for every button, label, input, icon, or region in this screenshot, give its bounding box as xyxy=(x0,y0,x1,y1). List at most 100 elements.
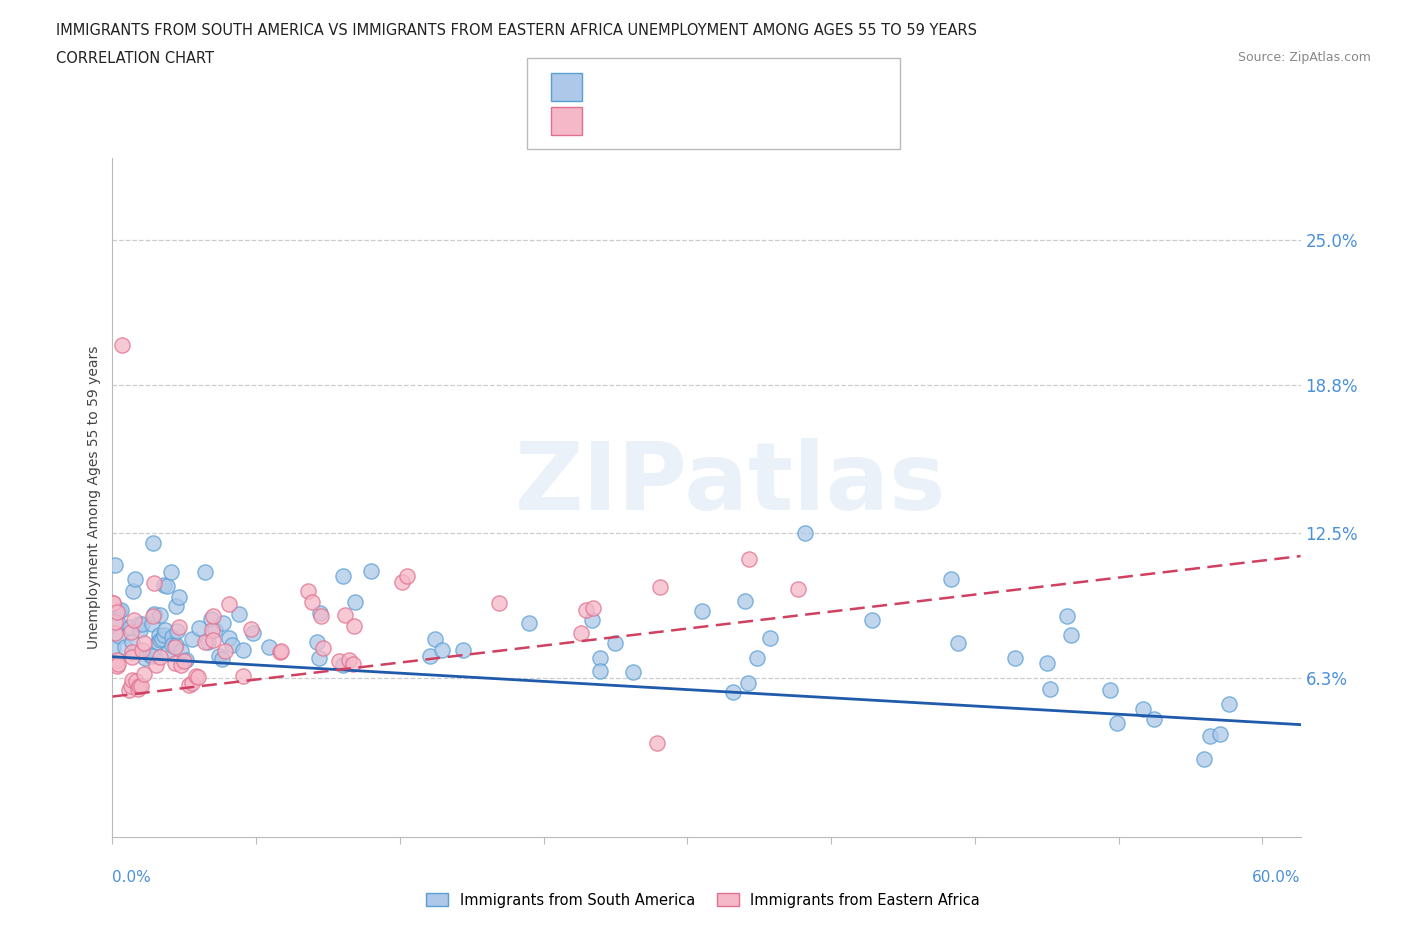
Point xyxy=(184,669,207,684)
Point xyxy=(1039,682,1062,697)
Point xyxy=(121,635,143,650)
Point xyxy=(149,607,172,622)
Point xyxy=(621,665,644,680)
Text: 60.0%: 60.0% xyxy=(1253,870,1301,884)
Point xyxy=(142,576,165,591)
Point xyxy=(332,658,354,673)
Point xyxy=(360,564,382,578)
Point xyxy=(118,620,141,635)
Text: CORRELATION CHART: CORRELATION CHART xyxy=(56,51,214,66)
Point xyxy=(519,616,541,631)
Point xyxy=(948,636,970,651)
Point xyxy=(1035,655,1057,670)
Point xyxy=(153,627,176,642)
Y-axis label: Unemployment Among Ages 55 to 59 years: Unemployment Among Ages 55 to 59 years xyxy=(87,346,101,649)
Point xyxy=(308,650,330,665)
Point xyxy=(110,603,132,618)
Point xyxy=(860,613,883,628)
Point xyxy=(1208,727,1230,742)
Point xyxy=(193,634,215,649)
Point xyxy=(569,625,592,640)
Text: 0.0%: 0.0% xyxy=(112,870,152,884)
Point xyxy=(125,674,148,689)
Point xyxy=(142,607,165,622)
Point xyxy=(129,623,152,638)
Point xyxy=(202,632,225,647)
Text: Source: ZipAtlas.com: Source: ZipAtlas.com xyxy=(1237,51,1371,64)
Point xyxy=(162,638,184,653)
Point xyxy=(451,642,474,657)
Point xyxy=(242,626,264,641)
Point xyxy=(308,605,330,620)
Point xyxy=(214,644,236,658)
Point xyxy=(311,608,333,623)
Point xyxy=(343,594,366,609)
Point xyxy=(488,595,510,610)
Point xyxy=(332,568,354,583)
Point xyxy=(201,609,224,624)
Point xyxy=(333,608,356,623)
Text: R =  0.139    N = 65: R = 0.139 N = 65 xyxy=(596,113,751,128)
Point xyxy=(208,649,231,664)
Point xyxy=(165,640,187,655)
Point xyxy=(188,621,211,636)
Point xyxy=(105,604,128,619)
Point xyxy=(124,572,146,587)
Point xyxy=(337,653,360,668)
Point xyxy=(218,631,240,645)
Point xyxy=(1004,651,1026,666)
Point xyxy=(114,640,136,655)
Point xyxy=(132,667,155,682)
Point xyxy=(148,634,170,649)
Point xyxy=(232,643,254,658)
Point xyxy=(165,638,187,653)
Point xyxy=(118,683,141,698)
Point xyxy=(582,601,605,616)
Point xyxy=(174,652,197,667)
Point xyxy=(228,607,250,622)
Point xyxy=(212,616,235,631)
Point xyxy=(1132,702,1154,717)
Point xyxy=(170,644,193,658)
Point xyxy=(187,670,209,684)
Point xyxy=(145,658,167,673)
Point xyxy=(723,684,745,699)
Point xyxy=(1105,715,1128,730)
Point xyxy=(650,579,672,594)
Point xyxy=(589,663,612,678)
Point xyxy=(240,621,263,636)
Point xyxy=(575,603,598,618)
Text: ZIPatlas: ZIPatlas xyxy=(515,438,946,530)
Point xyxy=(259,640,281,655)
Point xyxy=(269,644,291,659)
Point xyxy=(104,558,127,573)
Point xyxy=(425,631,447,646)
Point xyxy=(603,636,626,651)
Point xyxy=(142,535,165,550)
Point xyxy=(165,599,187,614)
Point xyxy=(939,572,962,587)
Point xyxy=(690,604,713,618)
Point xyxy=(101,639,124,654)
Point xyxy=(167,619,190,634)
Point xyxy=(141,617,163,631)
Point xyxy=(1198,728,1220,743)
Point xyxy=(108,604,131,618)
Point xyxy=(153,578,176,592)
Point xyxy=(121,644,143,659)
Point xyxy=(142,608,165,623)
Point xyxy=(194,565,217,579)
Point xyxy=(105,658,128,673)
Point xyxy=(148,628,170,643)
Point xyxy=(105,652,128,667)
Point xyxy=(166,624,188,639)
Point xyxy=(173,654,195,669)
Point xyxy=(104,626,127,641)
Text: R = -0.192    N = 94: R = -0.192 N = 94 xyxy=(596,80,751,95)
Point xyxy=(131,617,153,631)
Text: IMMIGRANTS FROM SOUTH AMERICA VS IMMIGRANTS FROM EASTERN AFRICA UNEMPLOYMENT AMO: IMMIGRANTS FROM SOUTH AMERICA VS IMMIGRA… xyxy=(56,23,977,38)
Point xyxy=(391,574,413,589)
Point xyxy=(128,679,150,694)
Point xyxy=(150,632,173,647)
Point xyxy=(121,672,143,687)
